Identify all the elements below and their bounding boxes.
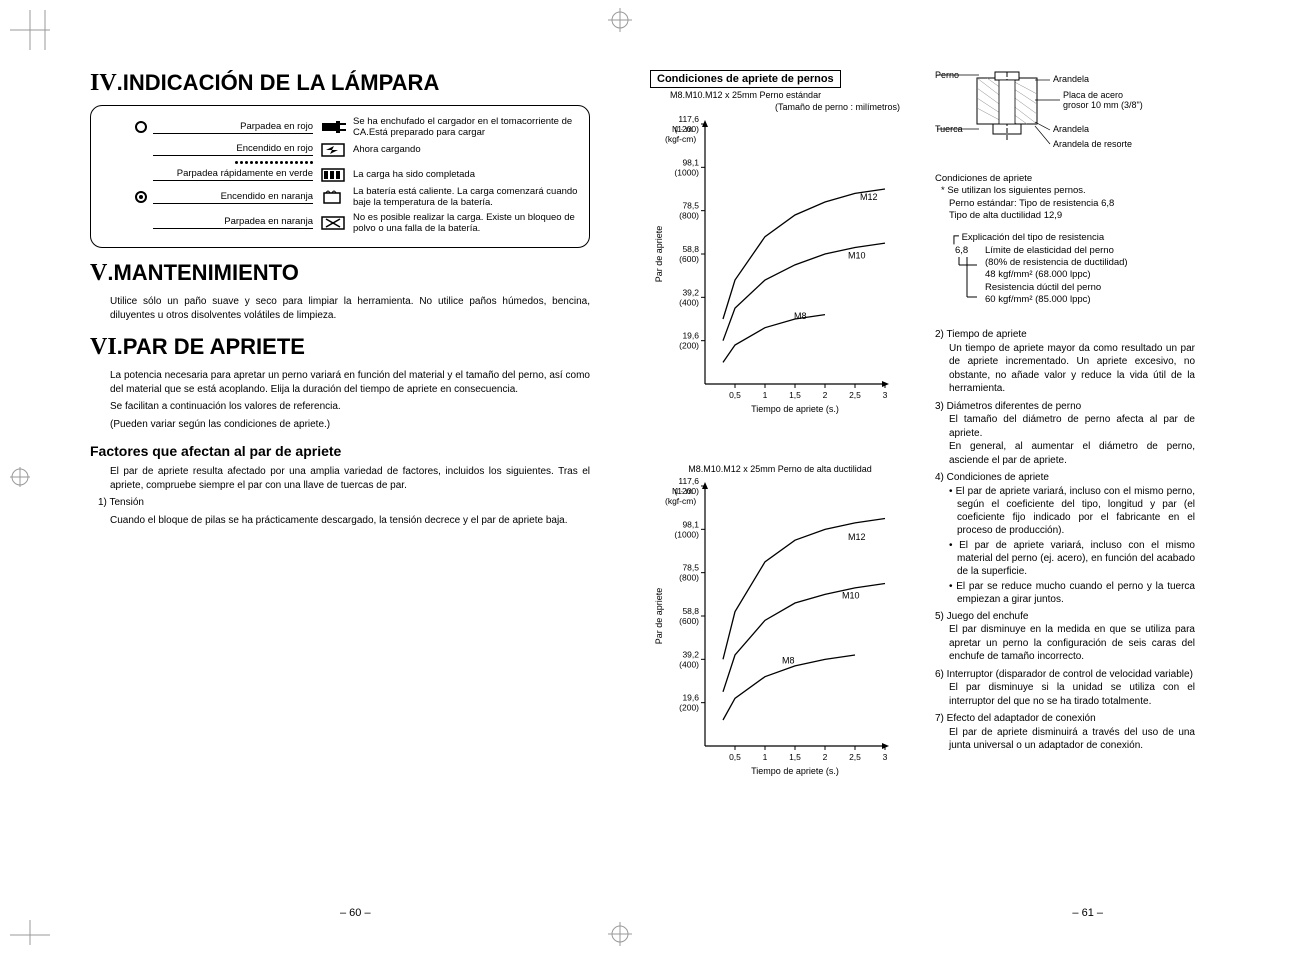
crop-marks [0,0,1303,954]
